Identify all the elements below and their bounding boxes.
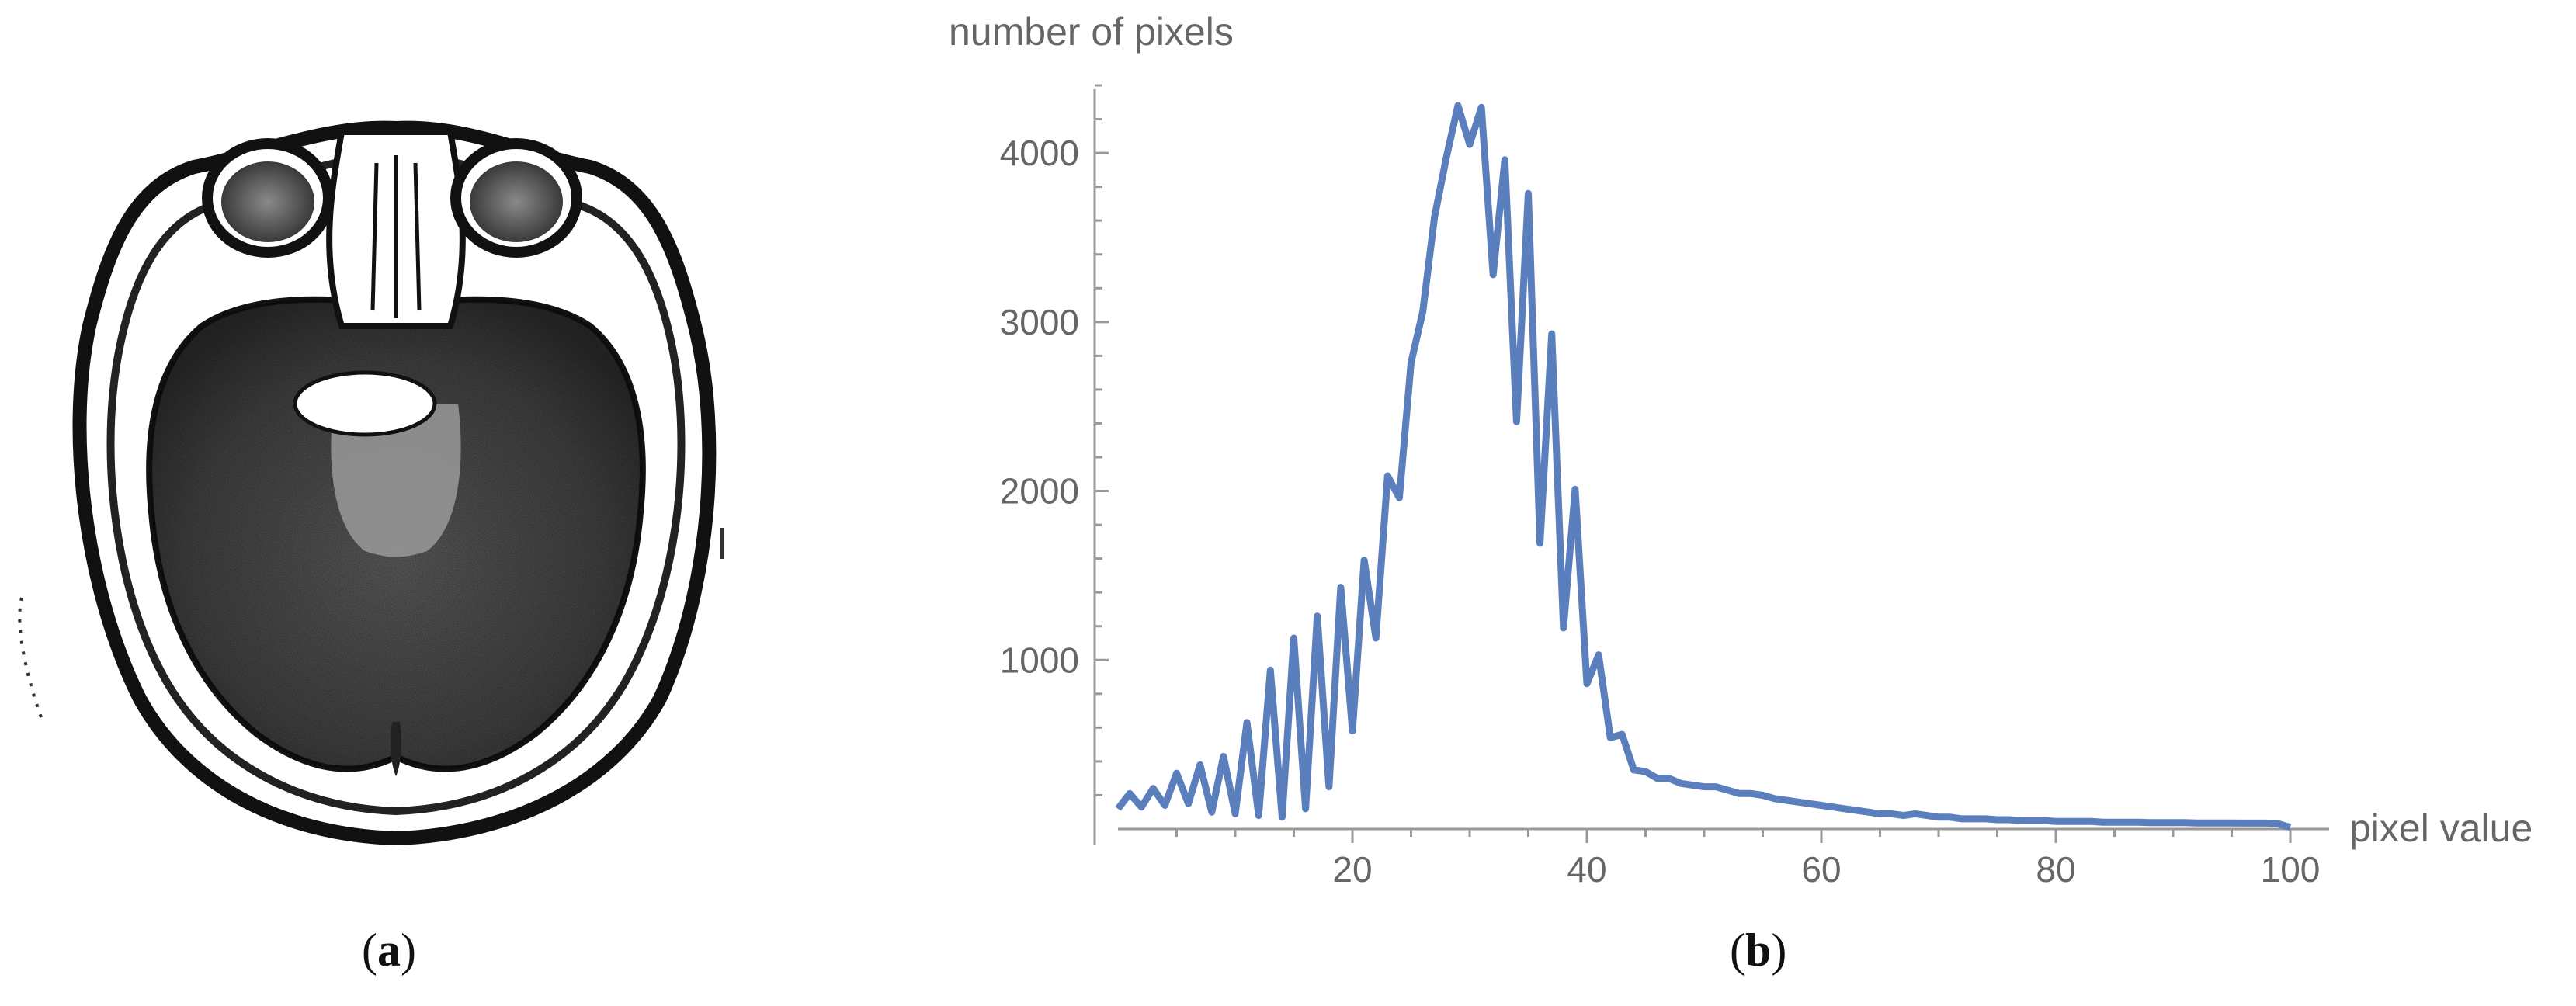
x-tick-label: 80	[2036, 849, 2075, 890]
x-tick-label: 60	[1801, 849, 1841, 890]
y-tick-label: 4000	[1000, 133, 1079, 173]
caption-b-close: )	[1771, 924, 1787, 976]
x-axis-label: pixel value	[2349, 807, 2533, 850]
x-tick-label: 20	[1332, 849, 1372, 890]
caption-b-open: (	[1730, 924, 1745, 976]
x-ticks: 20 40 60 80 100	[1175, 829, 2321, 890]
caption-a-letter: a	[377, 924, 401, 976]
caption-b: (b)	[1730, 924, 1786, 977]
caption-a-open: (	[362, 924, 377, 976]
chart-axes	[1093, 89, 2329, 845]
mri-brain-image	[0, 0, 823, 877]
x-tick-label: 40	[1567, 849, 1606, 890]
caption-a: (a)	[362, 924, 416, 977]
caption-b-letter: b	[1745, 924, 1772, 976]
mri-brain-drawing	[18, 120, 724, 846]
y-tick-label: 3000	[1000, 302, 1079, 342]
y-tick-label: 2000	[1000, 471, 1079, 512]
y-axis-label: number of pixels	[949, 10, 1234, 54]
caption-a-close: )	[400, 924, 416, 976]
pixel-histogram-chart: number of pixels pixel value 1000 2000 300…	[901, 0, 2576, 931]
series-line	[1115, 102, 2292, 831]
y-tick-label: 1000	[1000, 640, 1079, 680]
x-tick-label: 100	[2261, 849, 2321, 890]
y-ticks: 1000 2000 3000 4000	[1000, 84, 1109, 796]
histogram-svg: number of pixels pixel value 1000 2000 300…	[949, 10, 2533, 890]
